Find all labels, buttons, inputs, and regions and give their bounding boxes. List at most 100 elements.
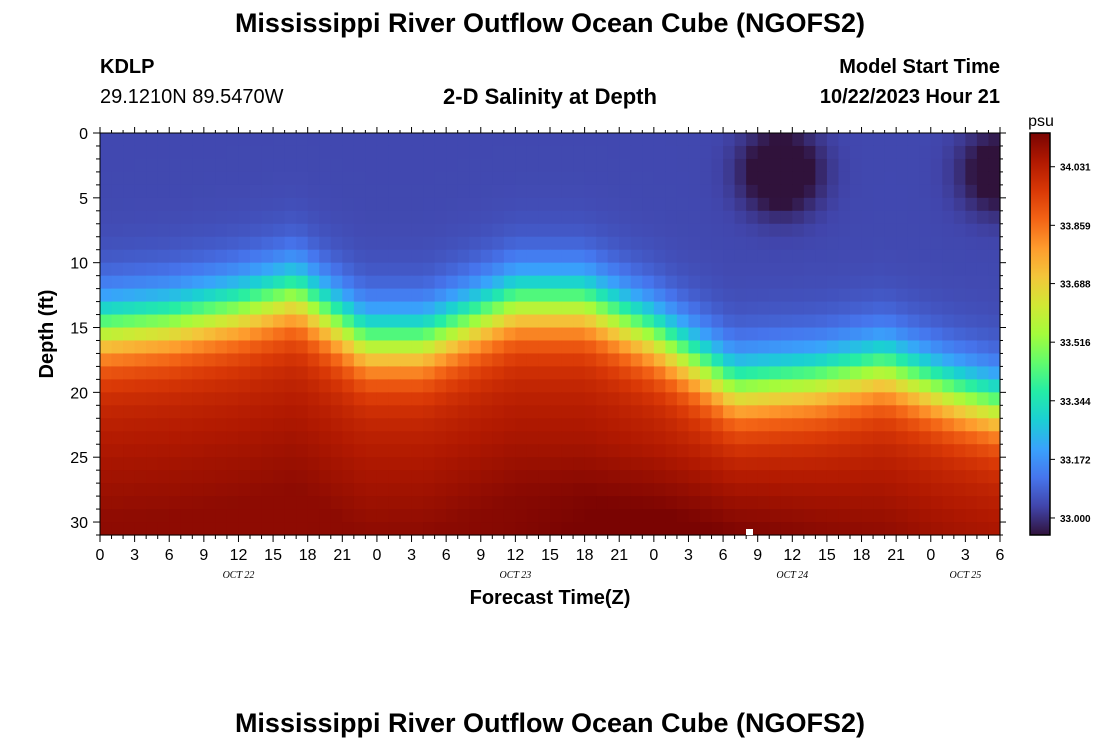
heatmap-cell bbox=[653, 145, 666, 160]
heatmap-cell bbox=[492, 470, 505, 484]
heatmap-cell bbox=[203, 327, 216, 342]
heatmap-cell bbox=[919, 392, 932, 406]
heatmap-cell bbox=[723, 314, 736, 329]
heatmap-cell bbox=[573, 275, 586, 290]
heatmap-cell bbox=[446, 444, 459, 458]
heatmap-cell bbox=[630, 301, 643, 316]
heatmap-cell bbox=[746, 340, 759, 355]
heatmap-cell bbox=[492, 210, 505, 225]
heatmap-cell bbox=[134, 145, 147, 160]
heatmap-cell bbox=[896, 366, 909, 380]
heatmap-cell bbox=[976, 210, 990, 225]
heatmap-cell bbox=[873, 418, 886, 432]
heatmap-cell bbox=[596, 444, 609, 458]
heatmap-cell bbox=[446, 470, 459, 484]
heatmap-cell bbox=[676, 327, 690, 342]
heatmap-cell bbox=[607, 405, 620, 419]
heatmap-cell bbox=[423, 158, 436, 173]
date-label: OCT 23 bbox=[499, 570, 531, 581]
heatmap-cell bbox=[192, 405, 205, 419]
heatmap-cell bbox=[792, 418, 805, 432]
heatmap-cell bbox=[676, 483, 690, 497]
heatmap-cell bbox=[238, 184, 251, 199]
heatmap-cell bbox=[515, 496, 528, 510]
heatmap-cell bbox=[815, 405, 828, 419]
heatmap-cell bbox=[342, 314, 355, 329]
heatmap-cell bbox=[700, 457, 713, 471]
heatmap-cell bbox=[446, 236, 459, 251]
heatmap-cell bbox=[296, 340, 309, 355]
heatmap-cell bbox=[284, 509, 297, 523]
heatmap-cell bbox=[146, 210, 159, 225]
heatmap-cell bbox=[884, 392, 897, 406]
heatmap-cell bbox=[596, 483, 609, 497]
heatmap-cell bbox=[296, 133, 309, 147]
heatmap-cell bbox=[550, 249, 563, 264]
heatmap-cell bbox=[815, 366, 828, 380]
heatmap-cell bbox=[653, 483, 666, 497]
heatmap-cell bbox=[319, 314, 332, 329]
heatmap-cell bbox=[619, 133, 632, 147]
heatmap-cell bbox=[688, 366, 701, 380]
heatmap-cell bbox=[711, 210, 724, 225]
heatmap-cell bbox=[192, 457, 205, 471]
heatmap-cell bbox=[711, 353, 724, 368]
heatmap-cell bbox=[307, 249, 320, 264]
heatmap-cell bbox=[607, 379, 620, 393]
heatmap-cell bbox=[723, 405, 736, 419]
heatmap-cell bbox=[723, 288, 736, 303]
heatmap-cell bbox=[226, 366, 240, 380]
heatmap-cell bbox=[388, 327, 401, 342]
heatmap-cell bbox=[169, 444, 182, 458]
heatmap-cell bbox=[676, 470, 690, 484]
heatmap-cell bbox=[238, 314, 251, 329]
heatmap-cell bbox=[353, 496, 366, 510]
heatmap-cell bbox=[411, 210, 424, 225]
heatmap-cell bbox=[342, 379, 355, 393]
heatmap-cell bbox=[700, 223, 713, 238]
heatmap-cell bbox=[988, 171, 1001, 186]
heatmap-cell bbox=[157, 379, 170, 393]
heatmap-cell bbox=[100, 379, 113, 393]
colorbar-label: 34.031 bbox=[1060, 163, 1091, 174]
heatmap-cell bbox=[273, 431, 286, 445]
heatmap-cell bbox=[619, 249, 632, 264]
heatmap-cell bbox=[492, 133, 505, 147]
heatmap-cell bbox=[780, 366, 793, 380]
heatmap-cell bbox=[307, 483, 320, 497]
heatmap-cell bbox=[180, 158, 193, 173]
heatmap-cell bbox=[353, 197, 366, 212]
heatmap-cell bbox=[607, 483, 620, 497]
heatmap-cell bbox=[734, 353, 747, 368]
heatmap-cell bbox=[550, 314, 563, 329]
heatmap-cell bbox=[434, 522, 447, 536]
heatmap-cell bbox=[653, 353, 666, 368]
heatmap-cell bbox=[411, 405, 424, 419]
heatmap-cell bbox=[376, 158, 390, 173]
heatmap-cell bbox=[965, 457, 978, 471]
heatmap-cell bbox=[307, 353, 320, 368]
x-tick-label: 0 bbox=[926, 547, 935, 564]
heatmap-cell bbox=[134, 483, 147, 497]
heatmap-cell bbox=[457, 197, 470, 212]
heatmap-cell bbox=[769, 509, 782, 523]
heatmap-cell bbox=[907, 301, 920, 316]
heatmap-cell bbox=[711, 379, 724, 393]
heatmap-cell bbox=[434, 483, 447, 497]
heatmap-cell bbox=[469, 353, 482, 368]
heatmap-cell bbox=[411, 392, 424, 406]
heatmap-cell bbox=[573, 236, 586, 251]
heatmap-cell bbox=[734, 275, 747, 290]
heatmap-cell bbox=[215, 249, 228, 264]
heatmap-cell bbox=[838, 405, 851, 419]
heatmap-cell bbox=[238, 392, 251, 406]
heatmap-cell bbox=[653, 197, 666, 212]
heatmap-cell bbox=[342, 197, 355, 212]
heatmap-cell bbox=[653, 496, 666, 510]
heatmap-cell bbox=[411, 457, 424, 471]
heatmap-cell bbox=[896, 158, 909, 173]
heatmap-cell bbox=[942, 145, 955, 160]
heatmap-cell bbox=[215, 340, 228, 355]
heatmap-cell bbox=[400, 236, 413, 251]
heatmap-cell bbox=[723, 353, 736, 368]
